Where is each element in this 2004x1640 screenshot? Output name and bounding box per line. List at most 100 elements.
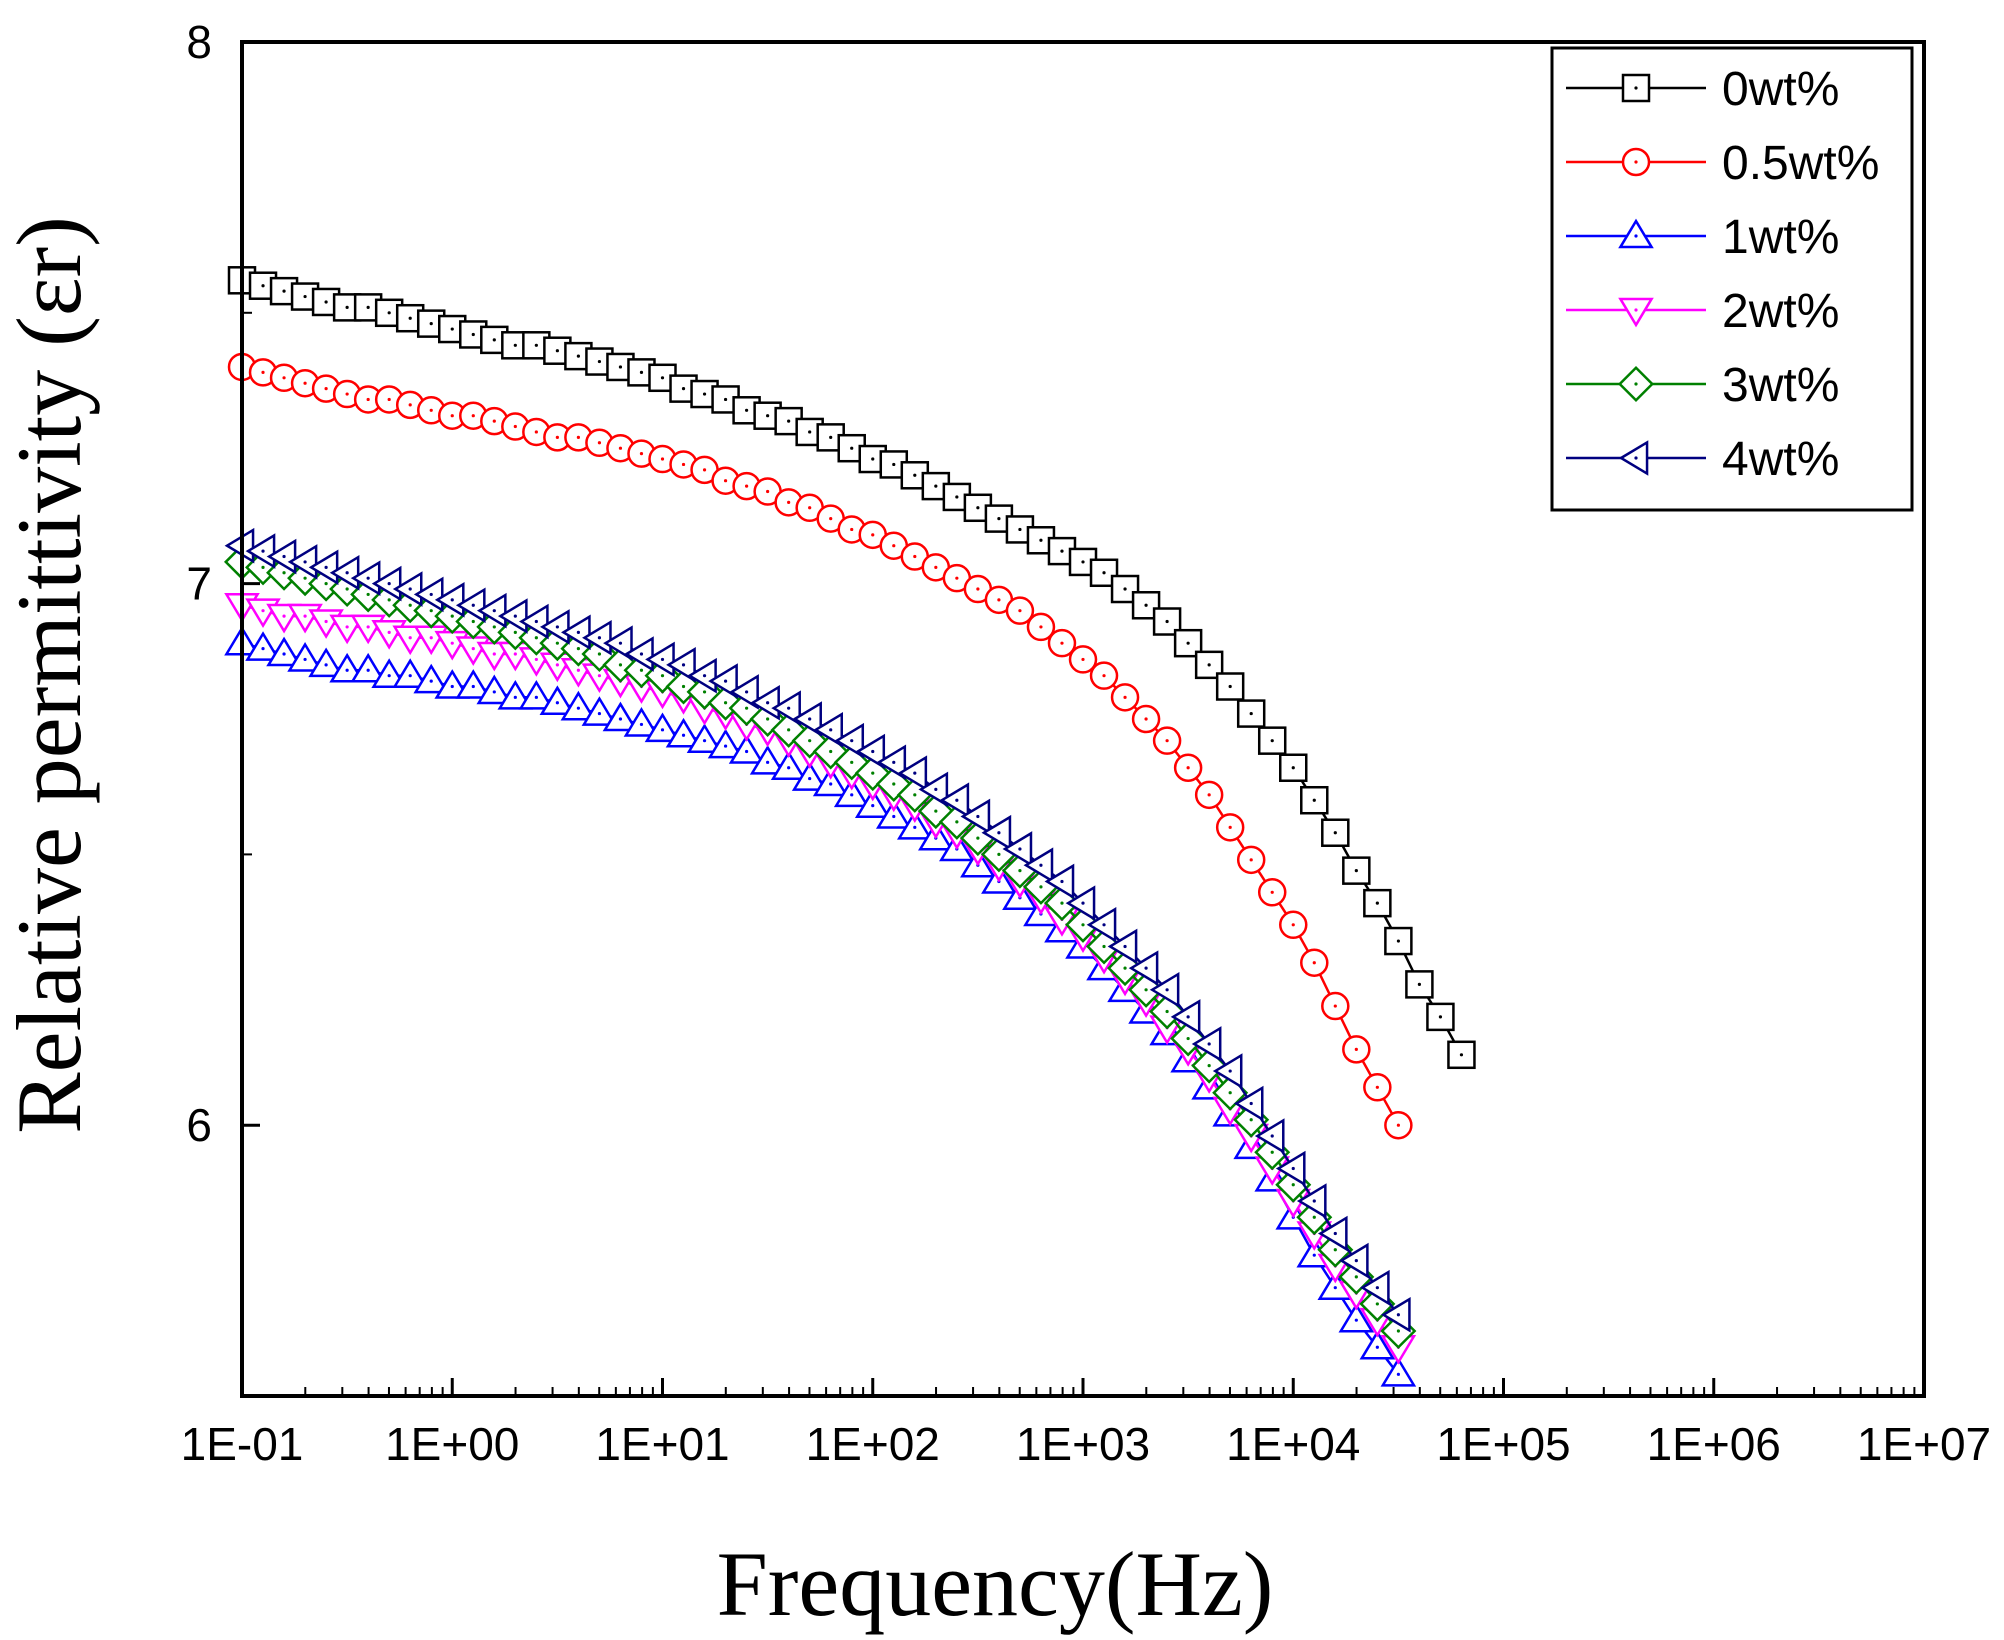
marker-center-dot bbox=[1039, 538, 1043, 542]
marker-center-dot bbox=[471, 684, 475, 689]
marker-center-dot bbox=[1375, 1302, 1379, 1306]
data-point bbox=[897, 755, 928, 791]
marker-center-dot bbox=[892, 462, 896, 467]
marker-center-dot bbox=[1396, 1372, 1400, 1376]
marker-center-dot bbox=[766, 717, 770, 721]
marker-center-dot bbox=[702, 739, 707, 743]
marker-center-dot bbox=[934, 565, 938, 569]
marker-center-dot bbox=[850, 527, 854, 532]
marker-center-dot bbox=[829, 517, 833, 521]
marker-center-dot bbox=[450, 598, 454, 602]
legend-marker bbox=[1618, 218, 1654, 249]
data-point bbox=[645, 641, 675, 678]
marker-center-dot bbox=[282, 571, 286, 575]
marker-center-dot bbox=[871, 804, 875, 808]
marker-center-dot bbox=[808, 739, 812, 743]
marker-center-dot bbox=[450, 684, 454, 689]
marker-center-dot bbox=[829, 782, 833, 786]
data-point bbox=[560, 690, 597, 721]
data-point bbox=[771, 690, 801, 726]
marker-center-dot bbox=[1102, 944, 1106, 949]
marker-center-dot bbox=[324, 565, 328, 569]
marker-center-dot bbox=[871, 749, 875, 754]
data-point bbox=[329, 614, 365, 645]
marker-center-dot bbox=[1081, 560, 1085, 564]
marker-center-dot bbox=[639, 722, 644, 727]
legend-item: 1wt% bbox=[1566, 211, 1839, 264]
marker-center-dot bbox=[1333, 831, 1337, 835]
marker-center-dot bbox=[1081, 901, 1085, 905]
marker-center-dot bbox=[639, 370, 644, 374]
marker-center-dot bbox=[955, 820, 959, 824]
marker-center-dot bbox=[1375, 1286, 1379, 1290]
marker-center-dot bbox=[829, 749, 833, 754]
marker-center-dot bbox=[1207, 663, 1211, 667]
marker-center-dot bbox=[513, 652, 517, 656]
marker-center-dot bbox=[787, 728, 791, 732]
marker-center-dot bbox=[660, 728, 665, 732]
data-point bbox=[413, 576, 444, 613]
data-point bbox=[1254, 1118, 1285, 1154]
marker-center-dot bbox=[387, 674, 391, 678]
marker-center-dot bbox=[261, 646, 265, 651]
marker-center-dot bbox=[618, 365, 623, 369]
series-0.5wt% bbox=[227, 352, 1413, 1140]
marker-center-dot bbox=[408, 403, 412, 407]
data-point bbox=[1107, 928, 1138, 965]
data-point bbox=[350, 560, 381, 596]
marker-center-dot bbox=[1228, 1069, 1232, 1073]
marker-center-dot bbox=[639, 652, 644, 656]
marker-center-dot bbox=[555, 701, 559, 705]
data-point bbox=[1215, 672, 1245, 701]
marker-center-dot bbox=[471, 646, 475, 651]
marker-center-dot bbox=[366, 576, 370, 580]
marker-center-dot bbox=[976, 814, 980, 819]
marker-center-dot bbox=[345, 305, 349, 309]
data-point bbox=[644, 712, 681, 743]
marker-center-dot bbox=[681, 462, 686, 467]
marker-center-dot bbox=[1333, 1248, 1337, 1252]
x-tick-label: 1E+02 bbox=[806, 1418, 940, 1470]
marker-center-dot bbox=[1018, 527, 1022, 532]
marker-center-dot bbox=[997, 517, 1001, 521]
data-point bbox=[308, 647, 344, 678]
marker-center-dot bbox=[1354, 1318, 1358, 1322]
data-point bbox=[854, 788, 891, 818]
marker-center-dot bbox=[1354, 1047, 1358, 1051]
marker-center-dot bbox=[345, 668, 349, 672]
marker-center-dot bbox=[745, 749, 749, 754]
marker-center-dot bbox=[892, 760, 896, 764]
marker-center-dot bbox=[1396, 939, 1400, 943]
legend-marker bbox=[1618, 297, 1654, 328]
marker-center-dot bbox=[808, 430, 812, 434]
marker-center-dot bbox=[639, 452, 644, 456]
marker-center-dot bbox=[618, 641, 623, 645]
marker-center-dot bbox=[555, 663, 559, 667]
marker-center-dot bbox=[303, 560, 307, 564]
marker-center-dot bbox=[1039, 625, 1043, 629]
marker-center-dot bbox=[955, 495, 959, 499]
marker-center-dot bbox=[997, 831, 1001, 835]
marker-center-dot bbox=[997, 598, 1001, 602]
data-point bbox=[1359, 1329, 1396, 1360]
marker-center-dot bbox=[808, 717, 812, 721]
marker-center-dot bbox=[723, 397, 728, 402]
marker-center-dot bbox=[1165, 988, 1169, 992]
marker-center-dot bbox=[408, 603, 412, 607]
legend-item: 3wt% bbox=[1566, 359, 1839, 412]
marker-center-dot bbox=[1165, 739, 1169, 743]
marker-center-dot bbox=[1312, 798, 1316, 802]
marker-center-dot bbox=[871, 457, 875, 461]
marker-center-dot bbox=[576, 646, 581, 651]
legend-item: 0wt% bbox=[1566, 63, 1839, 116]
marker-center-dot bbox=[639, 668, 644, 672]
marker-center-dot bbox=[408, 316, 412, 320]
data-point bbox=[476, 592, 507, 629]
marker-center-dot bbox=[345, 587, 349, 591]
legend-label: 1wt% bbox=[1722, 211, 1839, 264]
marker-center-dot bbox=[913, 473, 917, 477]
data-point bbox=[561, 614, 591, 651]
marker-center-dot bbox=[1123, 695, 1127, 699]
marker-center-dot bbox=[1186, 1036, 1190, 1041]
x-tick-labels: 1E-01 1E+00 1E+01 1E+02 1E+03 1E+04 1E+05 1E+06… bbox=[181, 1418, 1992, 1470]
